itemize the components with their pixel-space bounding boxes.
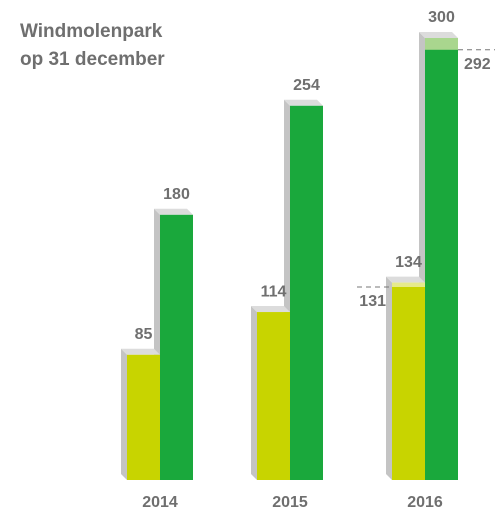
bar-top: [121, 348, 160, 355]
value-label: 85: [135, 326, 153, 343]
bar-side: [121, 348, 127, 480]
bar: [290, 105, 323, 481]
chart-title: Windmolenpark: [20, 21, 163, 42]
bar-side: [386, 276, 392, 480]
marker-label: 292: [464, 56, 491, 73]
bar-side: [251, 306, 257, 480]
bar: [160, 214, 193, 481]
marker-label: 131: [359, 293, 386, 310]
x-tick-label: 2014: [142, 494, 178, 511]
bar: [127, 354, 160, 480]
x-tick-label: 2016: [407, 494, 443, 511]
x-tick-label: 2015: [272, 494, 308, 511]
bar-top: [386, 276, 425, 283]
bar-base: [425, 49, 458, 480]
bar-top: [419, 32, 458, 38]
bar-top: [154, 208, 193, 215]
value-label: 300: [428, 9, 455, 26]
value-label: 114: [261, 283, 287, 300]
bar-base: [392, 286, 425, 480]
value-label: 254: [293, 77, 320, 94]
bar: [257, 312, 290, 480]
value-label: 134: [395, 254, 422, 271]
bar-top: [251, 306, 290, 313]
chart-title: op 31 december: [20, 49, 165, 70]
value-label: 180: [163, 186, 190, 203]
bar-top: [284, 99, 323, 106]
